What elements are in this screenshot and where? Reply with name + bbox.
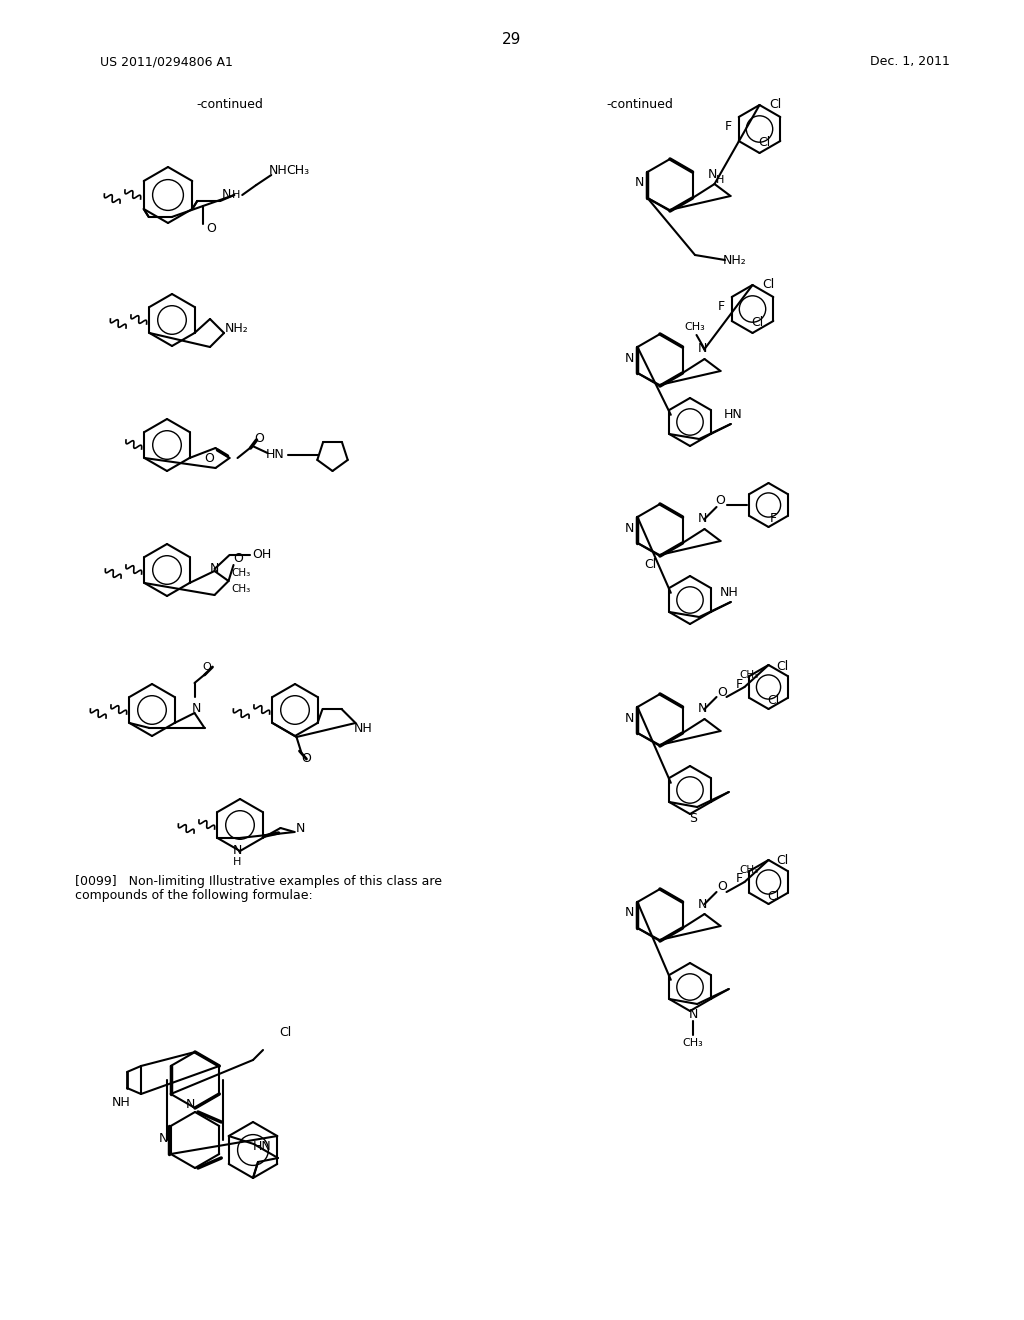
Text: NH₂: NH₂ [723,253,746,267]
Text: F: F [736,873,743,886]
Text: N: N [185,1097,195,1110]
Text: S: S [689,812,697,825]
Text: O: O [205,451,214,465]
Text: N: N [697,898,708,911]
Text: CH₃: CH₃ [683,1038,703,1048]
Text: O: O [255,432,264,445]
Text: N: N [625,351,634,364]
Text: N: N [634,177,644,190]
Text: O: O [718,880,727,894]
Text: N: N [688,1008,698,1022]
Text: 29: 29 [503,33,521,48]
Text: N: N [708,168,717,181]
Text: CH₃: CH₃ [684,322,705,333]
Text: N: N [191,702,201,715]
Text: O: O [301,752,311,766]
Text: CH₃: CH₃ [739,865,758,875]
Text: N: N [625,711,634,725]
Text: O: O [206,223,216,235]
Text: HN: HN [252,1139,271,1152]
Text: Cl: Cl [776,660,788,672]
Text: NH: NH [112,1096,130,1109]
Text: O: O [718,685,727,698]
Text: NH: NH [354,722,373,734]
Text: N: N [697,512,708,525]
Text: O: O [202,663,211,672]
Text: F: F [718,301,725,314]
Text: Cl: Cl [769,99,781,111]
Text: US 2011/0294806 A1: US 2011/0294806 A1 [100,55,232,69]
Text: N: N [159,1131,168,1144]
Text: N: N [625,521,634,535]
Text: N: N [697,702,708,715]
Text: O: O [233,553,244,565]
Text: NH: NH [720,586,738,598]
Text: N: N [232,843,242,857]
Text: Cl: Cl [776,854,788,867]
Text: Cl: Cl [762,279,774,292]
Text: H: H [232,190,241,201]
Text: F: F [736,677,743,690]
Text: Cl: Cl [767,694,779,708]
Text: Cl: Cl [767,890,779,903]
Text: F: F [725,120,732,133]
Text: [0099]   Non-limiting Illustrative examples of this class are: [0099] Non-limiting Illustrative example… [75,875,442,888]
Text: OH: OH [252,549,271,561]
Text: Cl: Cl [279,1026,291,1039]
Text: Cl: Cl [759,136,771,149]
Text: -continued: -continued [197,99,263,111]
Text: Cl: Cl [752,317,764,330]
Text: HN: HN [723,408,742,421]
Text: CH₃: CH₃ [230,568,250,578]
Text: NH₂: NH₂ [225,322,249,334]
Text: Cl: Cl [644,557,656,570]
Text: N: N [625,907,634,920]
Text: H: H [233,857,242,867]
Text: Dec. 1, 2011: Dec. 1, 2011 [870,55,950,69]
Text: CH₃: CH₃ [287,164,310,177]
Text: CH₃: CH₃ [739,671,758,680]
Text: O: O [716,495,725,507]
Text: H: H [717,176,725,185]
Text: -continued: -continued [606,99,674,111]
Text: compounds of the following formulae:: compounds of the following formulae: [75,890,312,903]
Text: CH₃: CH₃ [230,583,250,594]
Text: N: N [210,562,219,576]
Text: HN: HN [266,449,285,462]
Text: F: F [770,512,777,525]
Text: N: N [221,189,231,202]
Text: NH: NH [269,164,288,177]
Text: N: N [296,821,305,834]
Text: N: N [697,342,708,355]
